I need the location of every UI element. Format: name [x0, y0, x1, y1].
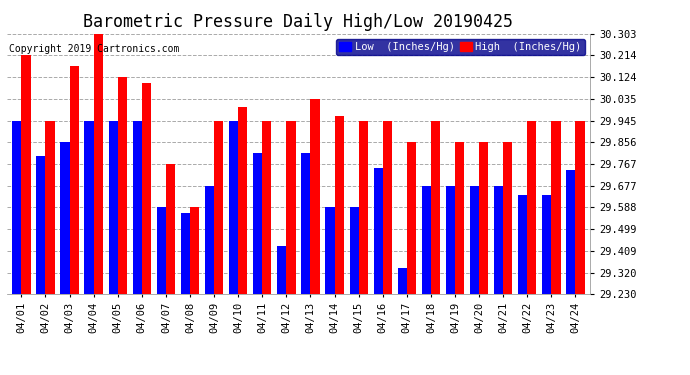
Bar	[503, 142, 513, 294]
Bar	[302, 153, 310, 294]
Bar	[431, 121, 440, 294]
Bar	[205, 186, 214, 294]
Bar	[108, 121, 118, 294]
Bar	[566, 171, 575, 294]
Bar	[132, 121, 142, 294]
Bar	[238, 107, 247, 294]
Bar	[46, 121, 55, 294]
Bar	[479, 142, 489, 294]
Bar	[518, 195, 527, 294]
Bar	[310, 99, 319, 294]
Bar	[84, 121, 94, 294]
Bar	[166, 164, 175, 294]
Bar	[455, 142, 464, 294]
Bar	[190, 207, 199, 294]
Bar	[94, 34, 103, 294]
Bar	[397, 268, 407, 294]
Bar	[142, 83, 151, 294]
Bar	[350, 207, 359, 294]
Bar	[542, 195, 551, 294]
Bar	[181, 213, 190, 294]
Title: Barometric Pressure Daily High/Low 20190425: Barometric Pressure Daily High/Low 20190…	[83, 13, 513, 31]
Bar	[286, 121, 295, 294]
Bar	[118, 77, 127, 294]
Bar	[383, 121, 392, 294]
Bar	[214, 121, 224, 294]
Bar	[575, 121, 584, 294]
Bar	[61, 142, 70, 294]
Bar	[157, 207, 166, 294]
Bar	[21, 56, 30, 294]
Bar	[326, 207, 335, 294]
Bar	[551, 121, 560, 294]
Bar	[446, 186, 455, 294]
Bar	[70, 66, 79, 294]
Bar	[37, 156, 46, 294]
Bar	[373, 168, 383, 294]
Legend: Low  (Inches/Hg), High  (Inches/Hg): Low (Inches/Hg), High (Inches/Hg)	[336, 39, 584, 55]
Bar	[12, 121, 21, 294]
Bar	[494, 186, 503, 294]
Bar	[422, 186, 431, 294]
Text: Copyright 2019 Cartronics.com: Copyright 2019 Cartronics.com	[9, 44, 179, 54]
Bar	[262, 121, 271, 294]
Bar	[407, 142, 416, 294]
Bar	[253, 153, 262, 294]
Bar	[359, 121, 368, 294]
Bar	[229, 121, 238, 294]
Bar	[335, 116, 344, 294]
Bar	[470, 186, 479, 294]
Bar	[527, 121, 536, 294]
Bar	[277, 246, 286, 294]
